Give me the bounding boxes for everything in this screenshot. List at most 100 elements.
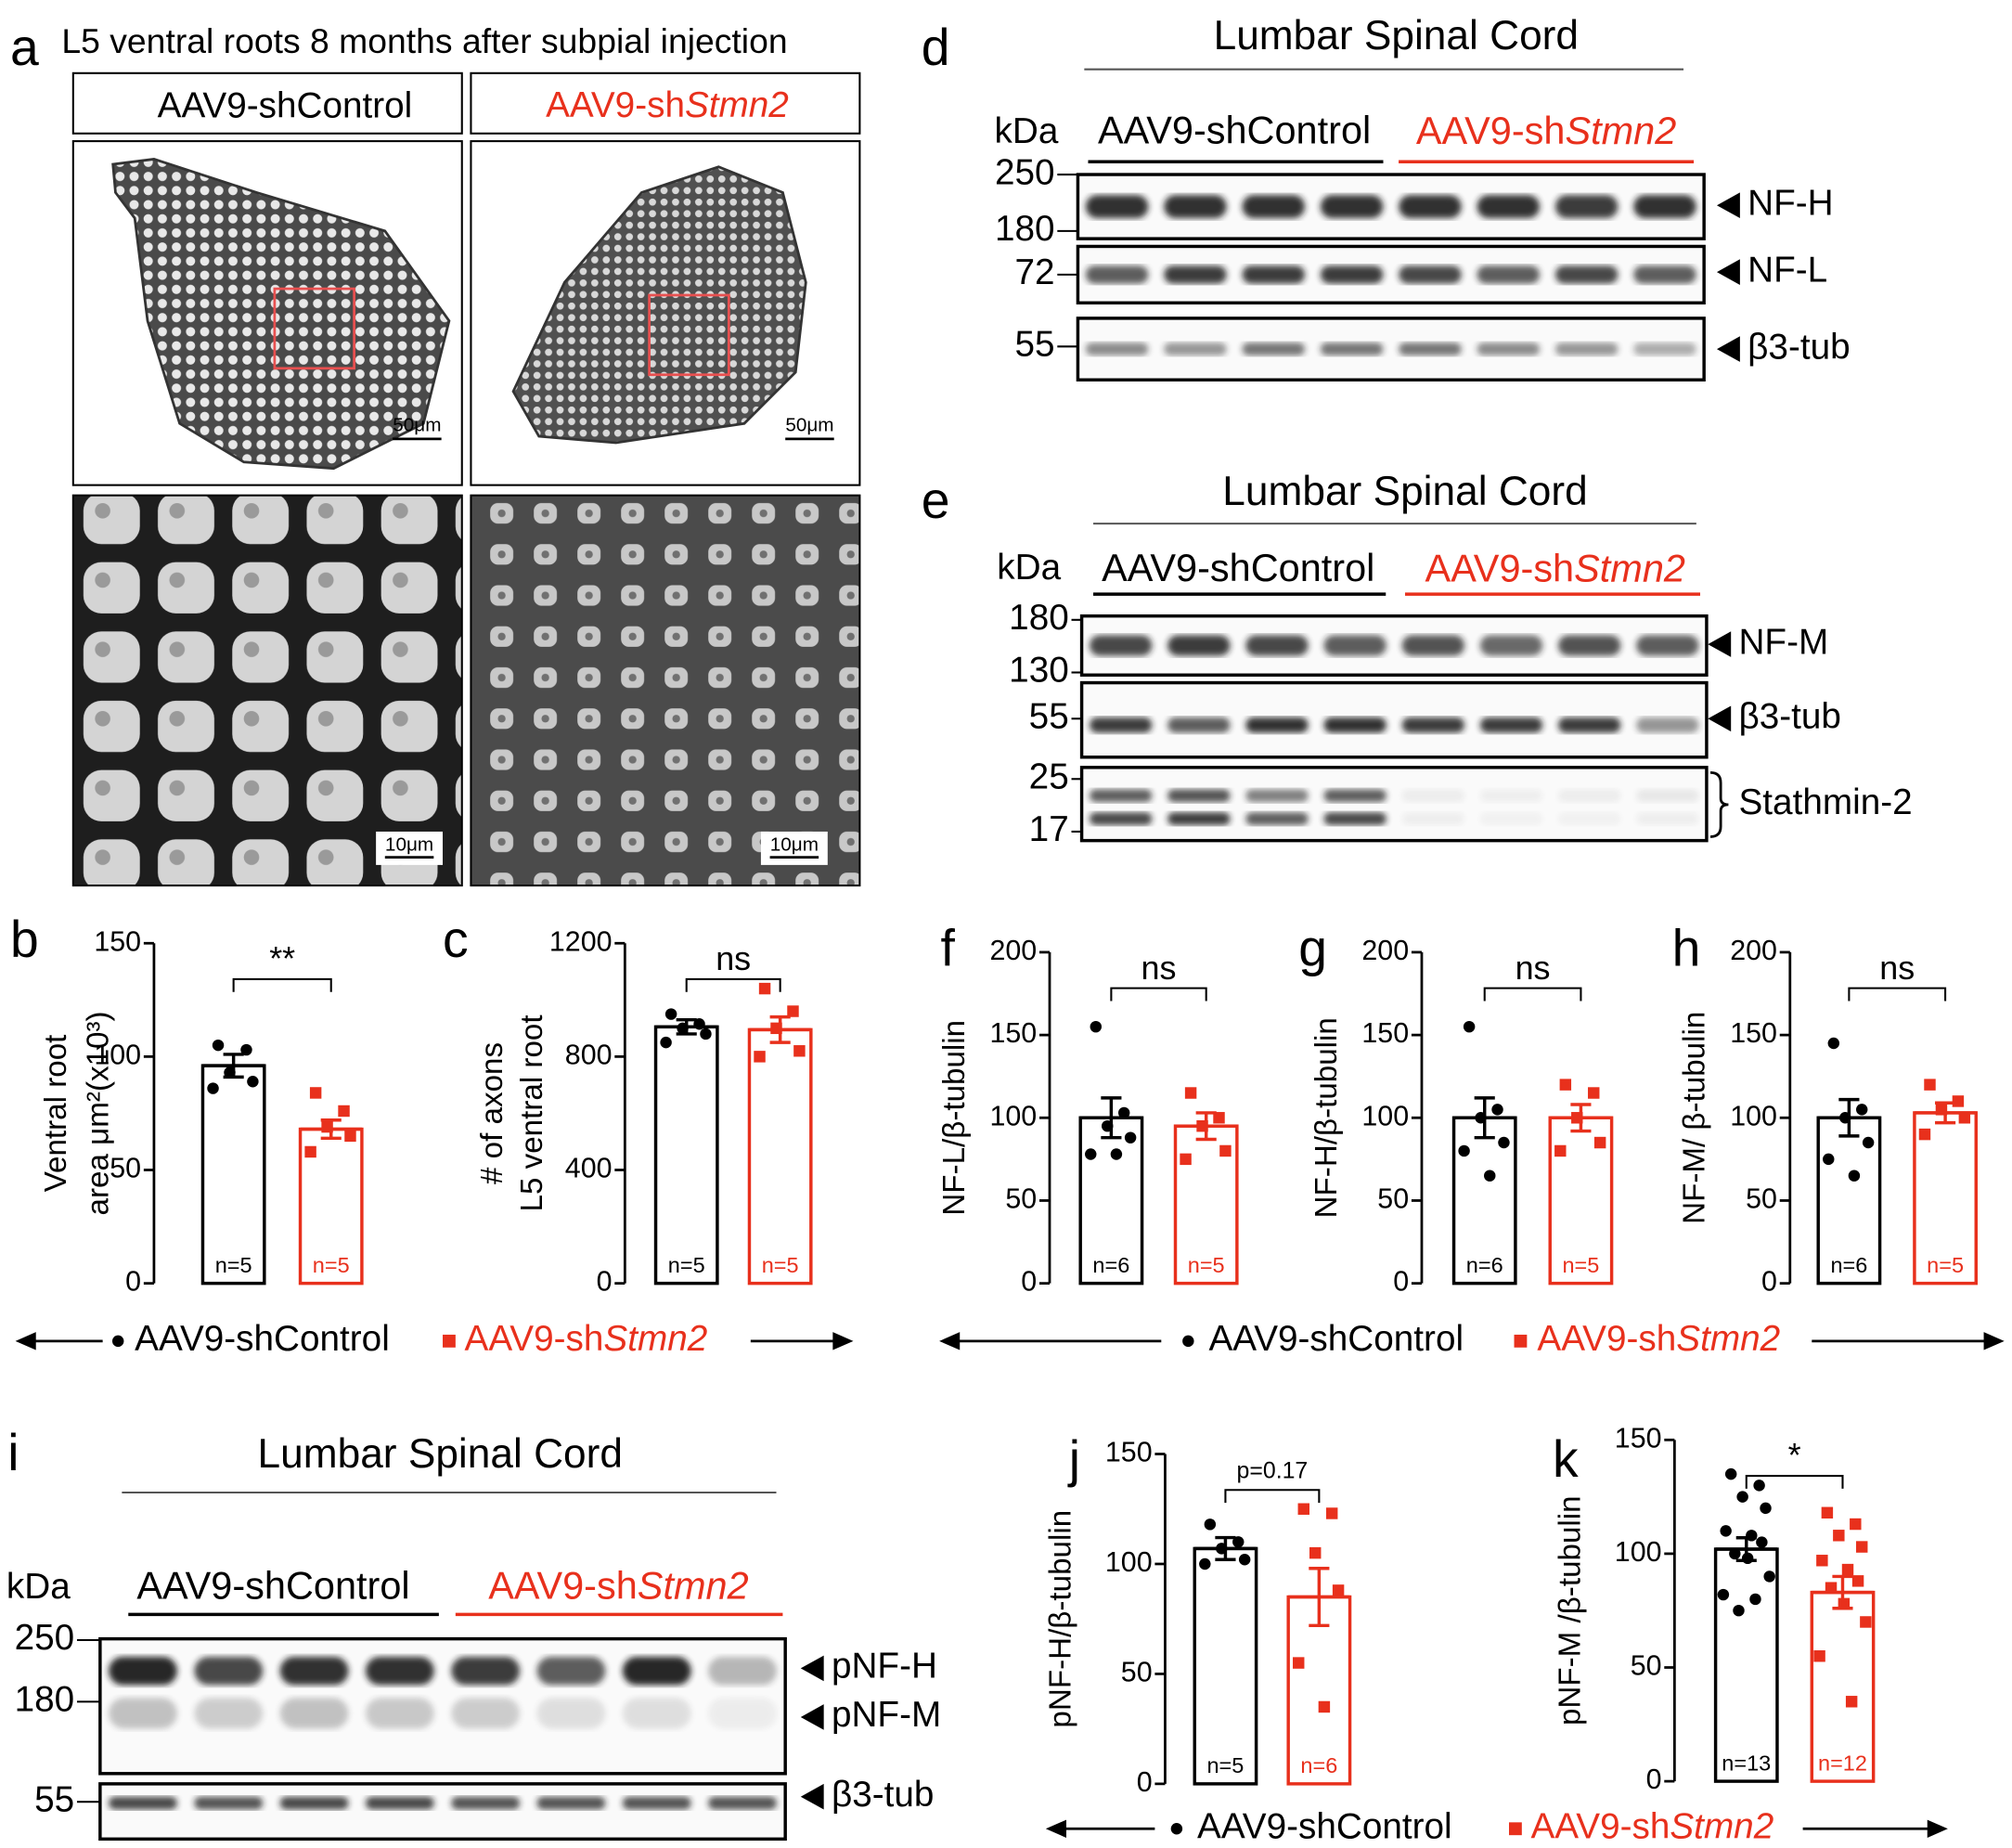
- kda-label: kDa: [6, 1567, 71, 1607]
- bar: [1193, 1546, 1258, 1786]
- band: [1164, 342, 1227, 355]
- n-label: n=6: [1092, 1253, 1129, 1277]
- data-point: [793, 1045, 806, 1057]
- legend-arrowhead: [1045, 1819, 1066, 1838]
- data-point: [1850, 1518, 1862, 1531]
- data-point: [1729, 1547, 1741, 1560]
- error-bar: [1288, 1566, 1350, 1628]
- n-label: n=6: [1300, 1753, 1337, 1777]
- legend-label: AAV9-shControl: [1208, 1319, 1464, 1359]
- y-axis-label: # of axons: [475, 1042, 509, 1184]
- band-label: pNF-M: [832, 1695, 941, 1735]
- y-tick-label: 100: [989, 1100, 1037, 1131]
- band: [1323, 789, 1386, 803]
- panel-letter: a: [10, 19, 39, 76]
- bar: [1078, 1116, 1144, 1286]
- brace: [1709, 770, 1729, 838]
- y-tick-label: 0: [1393, 1266, 1409, 1298]
- significance-label: **: [269, 939, 295, 977]
- panel-letter: k: [1553, 1430, 1579, 1488]
- band: [622, 1656, 691, 1686]
- panel-letter: e: [922, 472, 950, 529]
- data-point: [1825, 1582, 1838, 1594]
- panel-title: L5 ventral roots 8 months after subpial …: [61, 21, 787, 60]
- data-point: [344, 1130, 356, 1143]
- band: [1242, 195, 1306, 219]
- band: [451, 1656, 521, 1686]
- data-point: [1720, 1525, 1732, 1537]
- data-point: [1085, 1148, 1097, 1160]
- y-axis-label: Ventral root: [39, 1035, 73, 1193]
- band: [536, 1698, 606, 1729]
- y-tick-label: 150: [94, 925, 141, 957]
- n-label: n=5: [313, 1253, 350, 1277]
- data-point: [1952, 1095, 1965, 1107]
- band: [1085, 342, 1149, 355]
- marker-label: 180: [995, 209, 1055, 249]
- n-label: n=5: [668, 1253, 705, 1277]
- band: [1245, 635, 1309, 656]
- blot-title: Lumbar Spinal Cord: [1214, 13, 1579, 58]
- arrowhead: [1716, 192, 1740, 219]
- bar: [200, 1064, 266, 1286]
- data-point: [1124, 1131, 1137, 1144]
- data-point: [1332, 1584, 1345, 1596]
- label-prefix: AAV9-sh: [1530, 1806, 1670, 1846]
- data-point: [1816, 1555, 1828, 1567]
- data-point: [1839, 1112, 1851, 1124]
- bar: [1286, 1595, 1352, 1786]
- data-point: [1833, 1530, 1845, 1542]
- data-point: [1736, 1491, 1748, 1503]
- band: [1167, 812, 1231, 826]
- data-point: [1838, 1597, 1851, 1610]
- data-point: [1821, 1506, 1834, 1519]
- group-label: AAV9-shStmn2: [1537, 1319, 1780, 1359]
- blot-membrane: [1079, 766, 1709, 843]
- band: [1401, 789, 1464, 803]
- band: [194, 1796, 264, 1810]
- data-point: [1845, 1696, 1858, 1708]
- bar: [1913, 1111, 1979, 1286]
- y-tick-label: 100: [1361, 1100, 1409, 1131]
- band: [1554, 342, 1619, 355]
- band: [1320, 195, 1384, 219]
- data-point: [758, 982, 771, 995]
- legend-square: [1514, 1334, 1528, 1348]
- data-point: [1823, 1153, 1835, 1166]
- band: [1245, 812, 1309, 826]
- significance-label: ns: [1879, 949, 1915, 987]
- arrowhead: [1708, 631, 1732, 657]
- n-label: n=5: [1562, 1253, 1599, 1277]
- data-point: [787, 1005, 799, 1017]
- n-label: n=6: [1466, 1253, 1503, 1277]
- y-tick-label: 100: [1615, 1536, 1662, 1568]
- legend-arrowhead: [1927, 1819, 1948, 1838]
- scale-bar-label: 10μm: [770, 834, 819, 856]
- data-point: [1238, 1554, 1251, 1566]
- data-point: [224, 1066, 236, 1079]
- band: [279, 1656, 349, 1686]
- data-point: [1498, 1136, 1510, 1149]
- y-tick-label: 800: [565, 1039, 613, 1070]
- legend-arrowhead: [832, 1332, 854, 1350]
- band: [1089, 717, 1153, 733]
- data-point: [1749, 1593, 1761, 1606]
- y-axis-label: pNF-H/β-tubulin: [1044, 1510, 1078, 1728]
- data-point: [1851, 1575, 1864, 1587]
- band: [708, 1698, 777, 1729]
- data-point: [1199, 1557, 1211, 1570]
- data-point: [1219, 1144, 1232, 1157]
- y-tick-label: 0: [1761, 1266, 1777, 1298]
- arrowhead: [800, 1783, 824, 1810]
- y-tick-label: 0: [1646, 1764, 1662, 1795]
- band: [1479, 789, 1543, 803]
- arrowhead: [1716, 259, 1740, 285]
- label-prefix: AAV9-sh: [488, 1564, 638, 1608]
- marker-label: 55: [1029, 696, 1069, 736]
- band: [109, 1796, 177, 1810]
- band-label: β3-tub: [1748, 327, 1850, 367]
- band: [708, 1796, 777, 1810]
- y-tick-label: 200: [1361, 935, 1409, 966]
- band: [279, 1796, 349, 1810]
